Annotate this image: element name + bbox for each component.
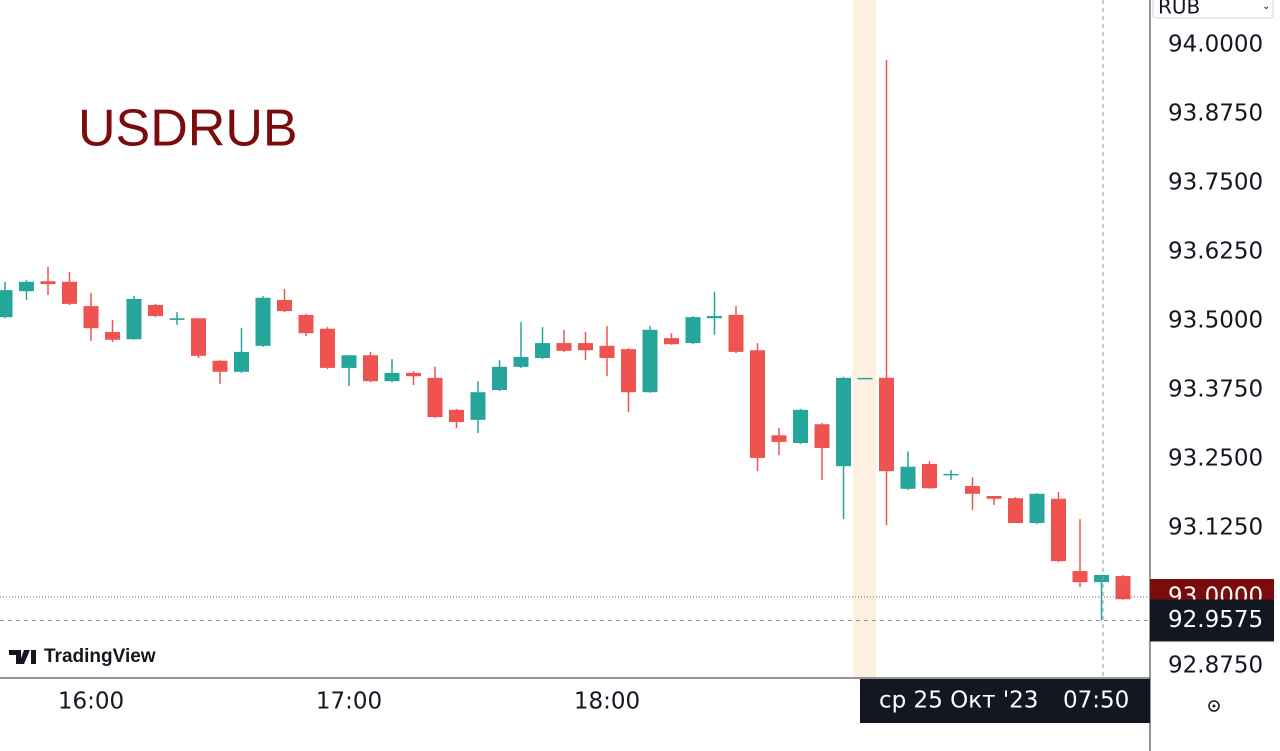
candle-body — [814, 424, 830, 448]
candle-body — [449, 409, 464, 423]
crosshair-price-label: 92.9575 — [1168, 607, 1263, 633]
candle-body — [255, 297, 271, 346]
candle-body — [298, 314, 314, 334]
candle-body — [341, 355, 357, 368]
candle-body — [277, 300, 292, 312]
watermark-text: TradingView — [44, 646, 156, 667]
candle-body — [191, 318, 206, 356]
candle-body — [62, 281, 77, 304]
candle-body — [363, 355, 378, 382]
candle-body — [492, 366, 507, 391]
session-break — [853, 0, 876, 678]
candle-body — [621, 349, 636, 393]
crosshair-date: ср 25 Окт '23 — [879, 688, 1038, 714]
candle-body — [470, 392, 486, 420]
candle-body — [793, 409, 808, 444]
crosshair-price-box — [1150, 599, 1274, 642]
candle-body — [728, 314, 744, 352]
settings-icon[interactable] — [1208, 700, 1220, 712]
candle-body — [1029, 493, 1045, 524]
logo — [9, 650, 36, 664]
candle-body — [406, 372, 421, 377]
candle-body — [599, 345, 615, 358]
candle-body — [40, 281, 56, 285]
currency-label: RUB — [1158, 0, 1200, 19]
candle-body — [1072, 571, 1088, 583]
y-tick-label: 93.7500 — [1168, 169, 1263, 195]
candle-body — [771, 435, 787, 442]
candle-body — [750, 350, 765, 458]
settings-icon-dot — [1212, 704, 1216, 708]
candle-body — [0, 290, 13, 318]
x-tick-label: 18:00 — [574, 689, 640, 715]
candle-body — [664, 338, 679, 345]
plot — [0, 59, 1131, 621]
crosshair-time-box — [860, 679, 1150, 723]
y-tick-label: 93.5000 — [1168, 308, 1263, 334]
y-tick-label: 93.1250 — [1168, 515, 1263, 541]
candle-body — [836, 377, 851, 467]
crosshair-time: 07:50 — [1063, 688, 1129, 714]
candle-body — [1094, 574, 1109, 583]
candle-body — [169, 318, 185, 320]
candle-body — [1008, 498, 1023, 524]
y-tick-label: 93.8750 — [1168, 100, 1263, 126]
candle-body — [427, 377, 443, 418]
y-tick-label: 93.3750 — [1168, 377, 1263, 403]
candle-body — [1051, 498, 1066, 562]
watermark: TradingView — [9, 646, 156, 667]
x-tick-label: 16:00 — [58, 689, 124, 715]
candle-body — [148, 304, 163, 317]
y-tick-label: 92.8750 — [1168, 653, 1263, 679]
candle-body — [513, 356, 529, 367]
candle-body — [384, 372, 400, 382]
candle-body — [578, 343, 593, 351]
y-tick-label: 94.0000 — [1168, 31, 1263, 57]
currency-select[interactable] — [1152, 0, 1274, 19]
candle-body — [986, 495, 1002, 499]
candle-body — [965, 486, 980, 494]
candle-body — [83, 306, 99, 329]
y-tick-label: 93.6250 — [1168, 239, 1263, 265]
candle-body — [685, 317, 701, 344]
candle-body — [857, 377, 873, 380]
candle-body — [642, 329, 658, 393]
candle-body — [105, 332, 120, 340]
y-tick-label: 93.2500 — [1168, 446, 1263, 472]
candle-body — [19, 281, 34, 292]
candle-body — [707, 316, 722, 319]
candle-body — [1115, 576, 1131, 600]
candle-body — [212, 360, 228, 372]
candle-body — [922, 463, 937, 489]
symbol-title: USDRUB — [78, 100, 298, 158]
candle-body — [320, 328, 335, 368]
candle-body — [879, 377, 894, 472]
dropdown-arrow: ⌄ — [1262, 1, 1270, 12]
candle-body — [535, 343, 550, 358]
candle-body — [900, 466, 916, 489]
candle-body — [126, 298, 142, 340]
candle-body — [556, 343, 572, 351]
x-tick-label: 17:00 — [316, 689, 382, 715]
candle-body — [234, 351, 249, 372]
candle-body — [943, 473, 959, 476]
